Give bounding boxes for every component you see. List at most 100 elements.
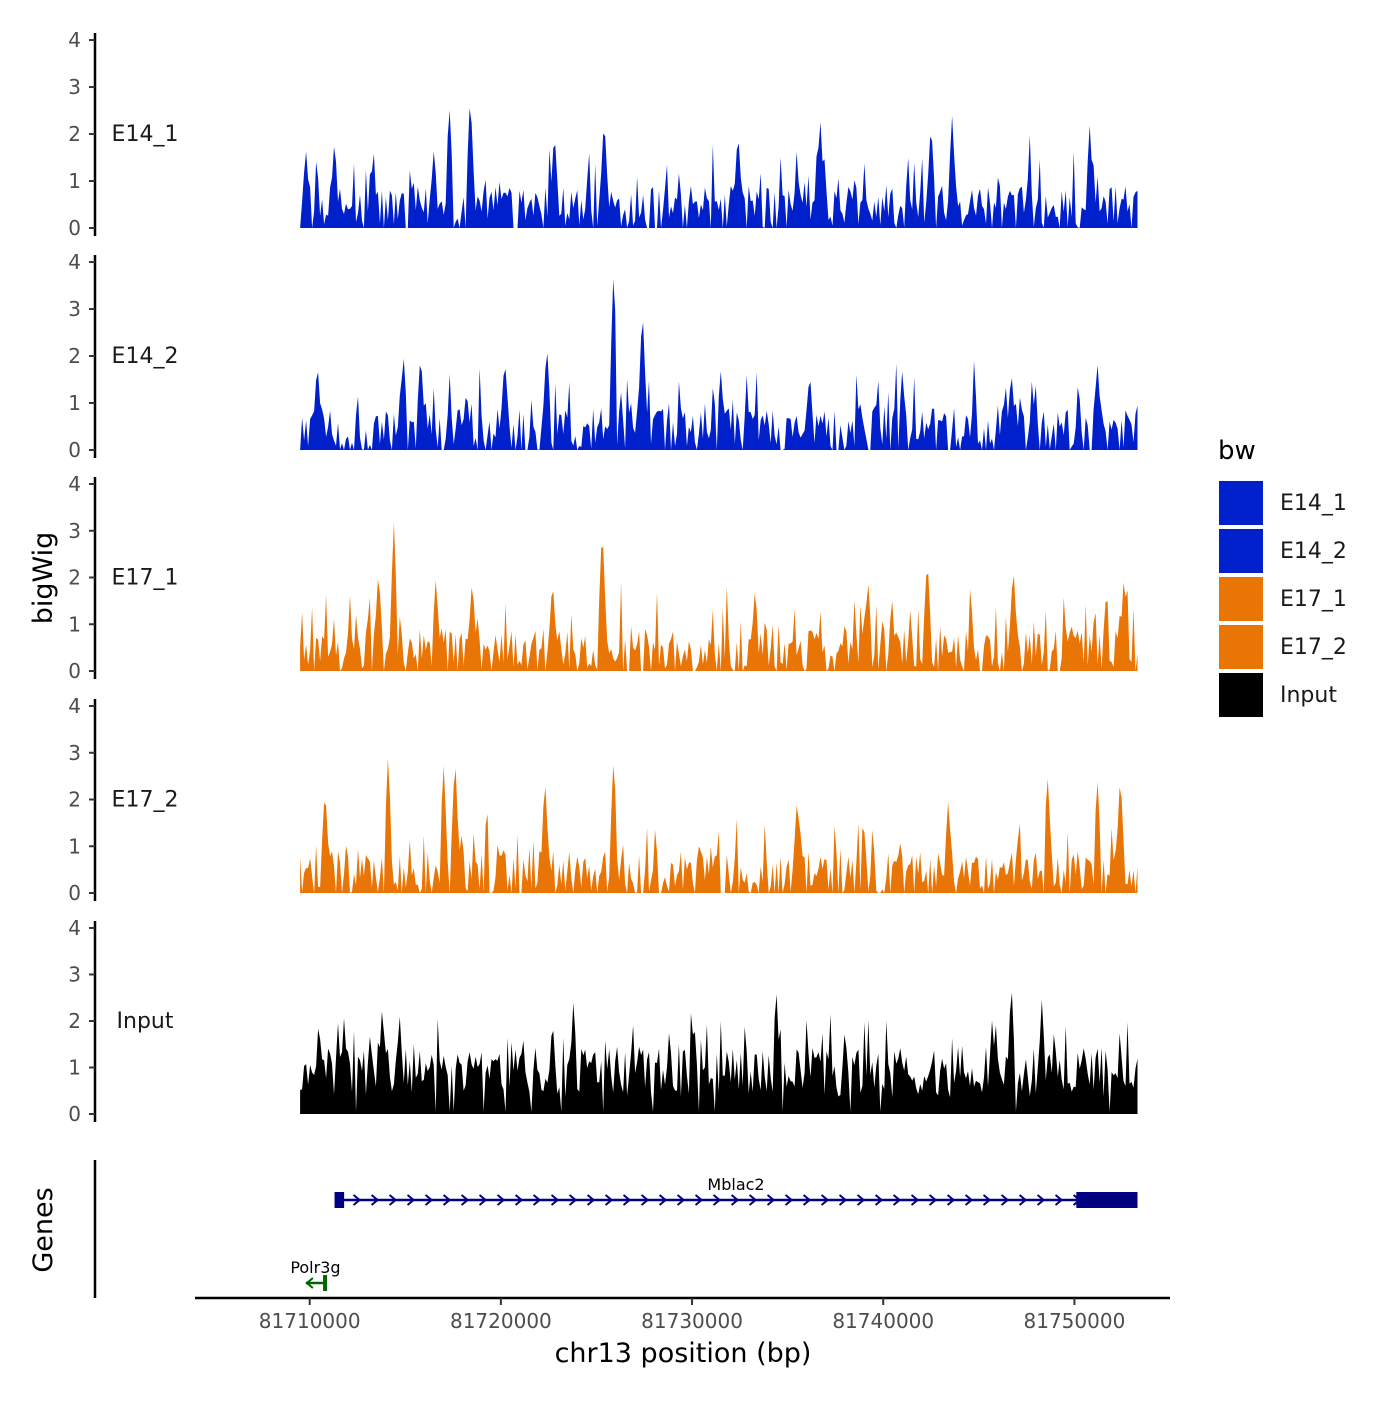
strand-chevron bbox=[982, 1194, 992, 1206]
y-tick-label: 4 bbox=[68, 472, 81, 496]
y-tick-label: 0 bbox=[68, 216, 81, 240]
genes-axis-title: Genes bbox=[28, 1187, 59, 1272]
y-tick-label: 2 bbox=[68, 122, 81, 146]
legend-key bbox=[1217, 623, 1265, 671]
track-e17-2: 0 1 2 3 4 E17_2 bbox=[68, 694, 1138, 905]
strand-chevron bbox=[838, 1194, 848, 1206]
strand-chevron bbox=[460, 1194, 470, 1206]
strand-chevron bbox=[305, 1277, 314, 1289]
y-tick-label: 3 bbox=[68, 519, 81, 543]
strand-chevron bbox=[946, 1194, 956, 1206]
y-tick-label: 3 bbox=[68, 741, 81, 765]
strand-chevron bbox=[478, 1194, 488, 1206]
strand-chevron bbox=[802, 1194, 812, 1206]
legend-key bbox=[1217, 671, 1265, 719]
strand-chevron bbox=[370, 1194, 380, 1206]
y-tick-label: 1 bbox=[68, 612, 81, 636]
signal-area bbox=[300, 758, 1138, 893]
gene-exon bbox=[323, 1275, 328, 1291]
strand-chevron bbox=[892, 1194, 902, 1206]
strand-chevron bbox=[766, 1194, 776, 1206]
x-tick-label: 81730000 bbox=[641, 1309, 743, 1333]
gene-exon bbox=[1076, 1192, 1138, 1208]
y-tick-label: 3 bbox=[68, 75, 81, 99]
y-tick-label: 3 bbox=[68, 962, 81, 986]
y-tick-label: 0 bbox=[68, 438, 81, 462]
gene-label: Polr3g bbox=[290, 1258, 340, 1277]
strand-chevron bbox=[658, 1194, 668, 1206]
y-tick-label: 1 bbox=[68, 169, 81, 193]
track-e14-2: 0 1 2 3 4 E14_2 bbox=[68, 250, 1138, 462]
track-label: E14_2 bbox=[112, 344, 179, 369]
y-tick-label: 2 bbox=[68, 344, 81, 368]
track-label: E17_2 bbox=[112, 788, 179, 813]
strand-chevron bbox=[424, 1194, 434, 1206]
strand-chevron bbox=[406, 1194, 416, 1206]
track-input: 0 1 2 3 4 Input bbox=[68, 916, 1138, 1126]
y-tick-label: 0 bbox=[68, 881, 81, 905]
x-axis: 81710000 81720000 81730000 81740000 81750000 bbox=[195, 1296, 1170, 1333]
signal-area bbox=[300, 279, 1138, 450]
track-label: E17_1 bbox=[112, 566, 179, 591]
y-tick-label: 4 bbox=[68, 250, 81, 274]
track-e14-1: 0 1 2 3 4 E14_1 bbox=[68, 28, 1138, 240]
y-tick-label: 0 bbox=[68, 659, 81, 683]
strand-chevron bbox=[1000, 1194, 1010, 1206]
legend-key bbox=[1217, 479, 1265, 527]
strand-chevron bbox=[442, 1194, 452, 1206]
strand-chevron bbox=[1036, 1194, 1046, 1206]
genes-layer: Mblac2 Polr3g bbox=[93, 1160, 1138, 1298]
gene-polr3g: Polr3g bbox=[290, 1258, 341, 1291]
track-e17-1: 0 1 2 3 4 E17_1 bbox=[68, 472, 1138, 683]
y-tick-label: 4 bbox=[68, 916, 81, 940]
strand-chevron bbox=[856, 1194, 866, 1206]
legend-title: bw bbox=[1218, 436, 1256, 466]
tracks-layer: 0 1 2 3 4 E14_1 0 1 2 3 4 E14_2 0 1 2 3 4 E17_1 0 1 2 3 4 E17_2… bbox=[68, 28, 1138, 1126]
x-tick-label: 81750000 bbox=[1024, 1309, 1126, 1333]
strand-chevron bbox=[676, 1194, 686, 1206]
legend-key bbox=[1217, 575, 1265, 623]
x-axis-title: chr13 position (bp) bbox=[555, 1338, 812, 1369]
y-tick-label: 2 bbox=[68, 566, 81, 590]
strand-chevron bbox=[694, 1194, 704, 1206]
strand-chevron bbox=[712, 1194, 722, 1206]
strand-chevron bbox=[604, 1194, 614, 1206]
strand-chevron bbox=[964, 1194, 974, 1206]
y-tick-label: 1 bbox=[68, 1055, 81, 1079]
legend-label: E17_2 bbox=[1280, 635, 1347, 660]
y-tick-label: 4 bbox=[68, 694, 81, 718]
strand-chevron bbox=[928, 1194, 938, 1206]
y-tick-label: 3 bbox=[68, 297, 81, 321]
y-tick-label: 4 bbox=[68, 28, 81, 52]
y-tick-label: 0 bbox=[68, 1102, 81, 1126]
y-tick-label: 2 bbox=[68, 1009, 81, 1033]
signal-area bbox=[300, 522, 1138, 671]
y-axis-title: bigWig bbox=[28, 532, 59, 625]
x-tick-label: 81740000 bbox=[832, 1309, 934, 1333]
strand-chevron bbox=[1054, 1194, 1064, 1206]
legend-label: Input bbox=[1280, 683, 1337, 708]
strand-chevron bbox=[874, 1194, 884, 1206]
strand-chevron bbox=[910, 1194, 920, 1206]
strand-chevron bbox=[388, 1194, 398, 1206]
strand-chevron bbox=[514, 1194, 524, 1206]
legend-label: E17_1 bbox=[1280, 587, 1347, 612]
track-label: Input bbox=[117, 1009, 174, 1034]
gene-exon bbox=[334, 1192, 345, 1208]
strand-chevron bbox=[1018, 1194, 1028, 1206]
strand-chevron bbox=[550, 1194, 560, 1206]
y-tick-label: 1 bbox=[68, 834, 81, 858]
signal-area bbox=[300, 108, 1138, 228]
strand-chevron bbox=[622, 1194, 632, 1206]
strand-chevron bbox=[748, 1194, 758, 1206]
y-tick-label: 1 bbox=[68, 391, 81, 415]
y-tick-label: 2 bbox=[68, 788, 81, 812]
legend-label: E14_2 bbox=[1280, 539, 1347, 564]
legend-key bbox=[1217, 527, 1265, 575]
legend: bw E14_1 E14_2 E17_1 E17_2 Input bbox=[1217, 436, 1347, 719]
track-label: E14_1 bbox=[112, 122, 179, 147]
strand-chevron bbox=[730, 1194, 740, 1206]
gene-label: Mblac2 bbox=[707, 1175, 764, 1194]
